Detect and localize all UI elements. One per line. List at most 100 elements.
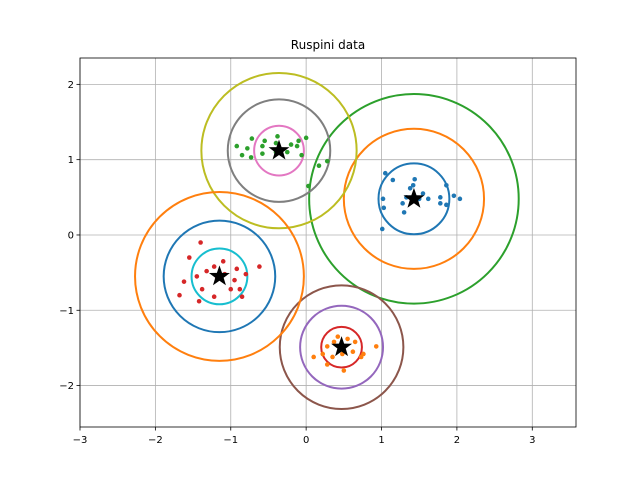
data-point <box>288 142 294 147</box>
data-point <box>248 155 254 160</box>
y-tick-label: 0 <box>68 230 74 241</box>
grid-lines <box>79 58 576 427</box>
data-point <box>249 136 255 141</box>
data-point <box>245 146 250 151</box>
radius-circle <box>342 127 486 270</box>
radius-circles <box>134 71 520 410</box>
radius-circle <box>226 98 332 203</box>
data-point <box>211 294 217 300</box>
data-point <box>380 196 386 202</box>
data-point <box>361 351 366 357</box>
data-point <box>177 292 182 298</box>
data-point <box>187 255 192 260</box>
x-tick-label: −3 <box>73 435 88 446</box>
data-point <box>407 185 413 191</box>
data-point <box>330 354 335 360</box>
center-star-marker <box>268 139 290 160</box>
data-point <box>194 274 200 279</box>
data-point <box>324 362 330 367</box>
data-point <box>199 286 205 292</box>
radius-circle <box>278 284 405 410</box>
data-point <box>401 210 407 215</box>
x-tick-label: 3 <box>529 435 535 446</box>
data-point <box>373 344 379 349</box>
data-point <box>382 170 388 176</box>
data-point <box>262 138 267 144</box>
data-point <box>444 202 449 208</box>
data-point <box>350 349 356 354</box>
data-point <box>420 191 426 196</box>
data-point <box>306 183 311 189</box>
data-point <box>438 201 443 206</box>
data-point <box>273 140 279 146</box>
data-point <box>324 158 330 164</box>
data-point <box>381 205 387 211</box>
data-point <box>379 226 385 232</box>
radius-circle <box>253 124 305 177</box>
data-point <box>311 354 316 360</box>
radius-circle <box>134 190 305 362</box>
data-point <box>275 134 280 139</box>
data-point <box>331 339 337 345</box>
data-point <box>425 196 431 202</box>
data-point <box>444 182 449 188</box>
data-point <box>284 149 290 155</box>
center-star-marker <box>403 187 425 208</box>
data-point <box>234 143 240 149</box>
cluster-centers <box>208 139 425 357</box>
data-point <box>341 368 347 373</box>
data-point <box>410 182 416 188</box>
axis-ticks: −3 −2 −1 0 1 2 3 −2 −1 0 1 2 <box>59 80 535 446</box>
data-point <box>257 264 262 269</box>
chart-title: Ruspini data <box>291 38 365 52</box>
data-point <box>211 264 217 269</box>
x-tick-label: −2 <box>148 435 163 446</box>
radius-circle <box>162 219 277 334</box>
data-point <box>299 152 304 158</box>
data-point <box>198 240 203 245</box>
y-tick-label: 2 <box>68 80 74 91</box>
data-point <box>412 176 417 182</box>
x-tick-label: 2 <box>454 435 460 446</box>
radius-circle <box>200 71 358 230</box>
data-point <box>239 152 245 158</box>
data-point <box>438 195 443 200</box>
radius-circle <box>320 325 363 369</box>
data-point <box>234 266 240 272</box>
x-tick-label: 1 <box>378 435 384 446</box>
data-point <box>457 196 463 202</box>
data-point <box>243 271 249 277</box>
data-point <box>303 135 309 141</box>
y-tick-label: −1 <box>59 306 74 317</box>
data-point <box>228 286 234 292</box>
data-point <box>390 177 396 183</box>
data-point <box>181 279 187 284</box>
x-tick-label: 0 <box>303 435 309 446</box>
data-point <box>352 339 358 345</box>
data-point <box>316 163 322 168</box>
data-point <box>220 259 226 264</box>
data-point <box>237 286 243 292</box>
plot-frame <box>79 57 577 428</box>
radius-circle <box>377 162 451 236</box>
data-point <box>400 201 405 206</box>
data-point <box>324 344 330 349</box>
data-point <box>294 143 300 149</box>
data-point <box>345 336 350 342</box>
center-star-marker <box>331 336 353 357</box>
data-point <box>260 143 265 149</box>
radius-circle <box>308 93 520 305</box>
data-point <box>239 294 245 300</box>
x-tick-label: −1 <box>223 435 238 446</box>
data-point <box>196 298 202 304</box>
data-point <box>260 151 265 156</box>
y-tick-label: −2 <box>59 381 74 392</box>
data-point <box>335 334 341 339</box>
data-point <box>296 138 301 144</box>
center-star-marker <box>208 265 230 286</box>
data-point <box>232 277 237 283</box>
data-point <box>204 268 209 274</box>
data-point <box>320 351 326 357</box>
